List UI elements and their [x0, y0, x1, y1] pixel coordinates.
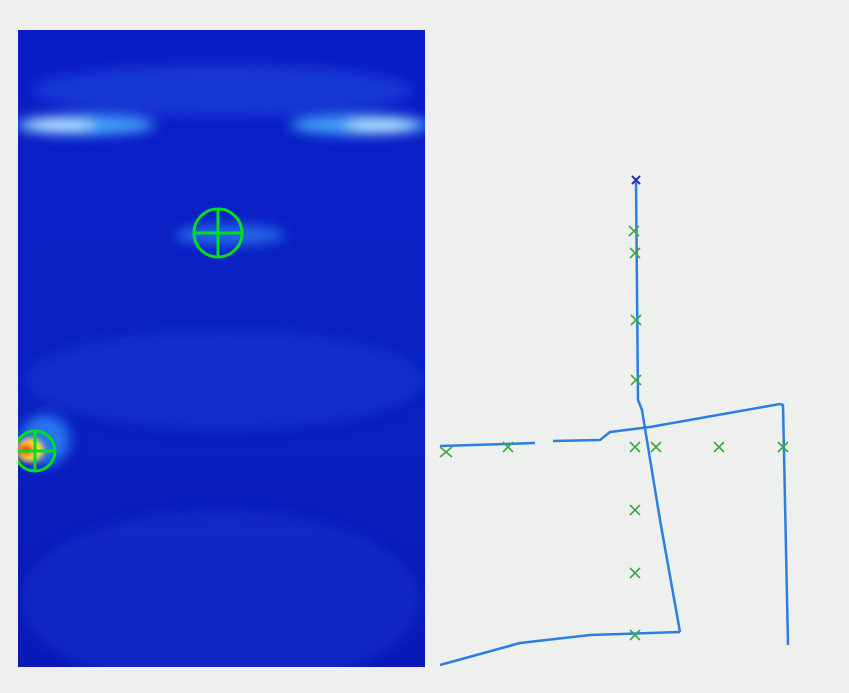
track-line	[439, 630, 681, 667]
waypoints	[439, 225, 789, 641]
trajectory	[439, 177, 790, 667]
track-line	[439, 441, 536, 448]
target-marker	[18, 429, 57, 473]
track-line	[552, 402, 790, 646]
start-marker	[631, 175, 641, 185]
target-marker	[192, 207, 244, 259]
heatmap-glow	[18, 65, 425, 667]
heatmap	[18, 30, 425, 667]
waypoint-marks	[439, 225, 789, 641]
track-line	[634, 177, 682, 633]
